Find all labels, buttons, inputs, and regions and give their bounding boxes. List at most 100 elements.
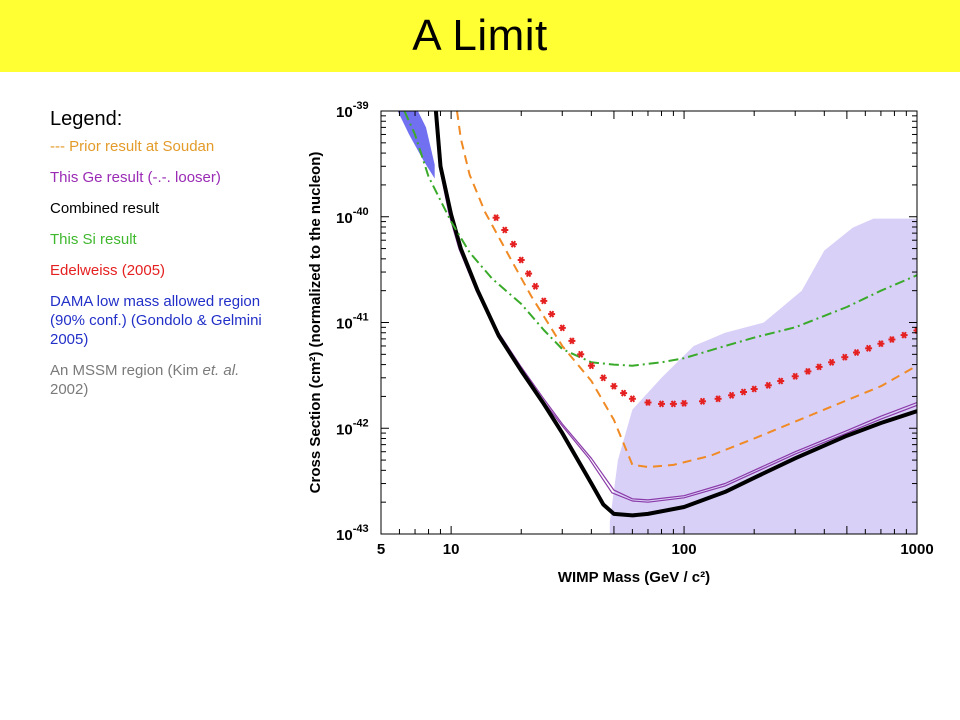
edelweiss-point-16 <box>644 398 652 407</box>
limit-chart: 5 10 100 1000 10-39 10-40 10-41 10-42 10-43 WIMP … <box>307 100 934 586</box>
edelweiss-point-19 <box>680 399 688 407</box>
legend-entry-combined: Combined result <box>50 200 160 217</box>
legend-entry-mssm-part1: An MSSM region (Kim <box>50 362 203 379</box>
edelweiss-point-10 <box>577 350 585 358</box>
series-this-si-result <box>403 111 917 367</box>
edelweiss-star-stroke <box>578 350 584 358</box>
edelweiss-point-24 <box>750 385 758 393</box>
legend-entry-mssm-part3: 2002) <box>50 381 89 398</box>
legend-entry-si: This Si result <box>50 231 137 248</box>
edelweiss-point-34 <box>877 340 885 348</box>
edelweiss-point-4 <box>525 270 533 278</box>
x-tick-label: 10 <box>443 541 460 558</box>
plot-area <box>397 111 917 534</box>
x-tick-label: 100 <box>672 541 697 558</box>
x-axis-label: WIMP Mass (GeV / c²) <box>558 569 710 586</box>
edelweiss-point-3 <box>517 256 525 264</box>
edelweiss-star-stroke <box>525 270 532 278</box>
x-tick-label: 5 <box>377 541 385 558</box>
edelweiss-star-stroke <box>816 363 822 371</box>
edelweiss-point-5 <box>531 282 539 290</box>
legend-entry-ge: This Ge result (-.-. looser) <box>50 169 221 186</box>
edelweiss-point-1 <box>501 226 509 234</box>
legend-panel: Legend: --- Prior result at Soudan This … <box>50 108 280 411</box>
edelweiss-star-stroke <box>645 398 651 407</box>
edelweiss-point-28 <box>804 367 812 375</box>
title-bar: A Limit <box>0 0 960 72</box>
y-tick-label: 10-43 <box>336 523 369 544</box>
legend-entry-edelweiss: Edelweiss (2005) <box>50 262 166 279</box>
edelweiss-point-31 <box>841 353 849 361</box>
edelweiss-point-8 <box>558 324 566 332</box>
edelweiss-point-11 <box>587 362 595 370</box>
y-tick-label: 10-40 <box>336 206 369 227</box>
edelweiss-star-stroke <box>658 400 665 408</box>
y-tick-label: 10-39 <box>336 100 369 121</box>
edelweiss-point-36 <box>900 331 908 339</box>
y-axis-label: Cross Section (cm²) (normalized to the n… <box>307 152 324 494</box>
edelweiss-point-22 <box>728 391 736 399</box>
edelweiss-star-stroke <box>569 337 575 345</box>
edelweiss-star-stroke <box>715 395 721 403</box>
edelweiss-star-stroke <box>728 391 735 399</box>
edelweiss-star-stroke <box>502 226 508 234</box>
edelweiss-star-stroke <box>532 282 539 290</box>
legend-entry-mssm-part2: et. al. <box>202 362 240 379</box>
edelweiss-point-23 <box>740 388 747 396</box>
edelweiss-point-29 <box>815 363 823 371</box>
edelweiss-point-7 <box>548 310 556 318</box>
edelweiss-point-21 <box>714 395 722 403</box>
edelweiss-star-stroke <box>778 377 784 385</box>
region-dama <box>397 111 435 179</box>
edelweiss-star-stroke <box>889 335 895 344</box>
edelweiss-point-9 <box>568 337 576 345</box>
edelweiss-star-stroke <box>914 326 917 335</box>
series-prior-result-at-soudan <box>456 111 917 468</box>
edelweiss-star-stroke <box>765 381 771 389</box>
edelweiss-point-13 <box>610 382 618 390</box>
edelweiss-point-0 <box>492 214 500 222</box>
edelweiss-star-stroke <box>681 399 687 407</box>
edelweiss-point-26 <box>777 377 785 385</box>
edelweiss-point-20 <box>699 397 706 405</box>
edelweiss-point-6 <box>540 297 548 305</box>
legend-entry-dama: DAMA low mass allowed region (90% conf.)… <box>50 293 262 348</box>
edelweiss-point-32 <box>853 348 860 357</box>
edelweiss-point-14 <box>620 389 628 397</box>
edelweiss-point-27 <box>791 372 799 380</box>
edelweiss-point-12 <box>599 374 607 382</box>
edelweiss-star-stroke <box>751 385 757 393</box>
edelweiss-star-stroke <box>740 388 747 396</box>
edelweiss-star-stroke <box>853 348 860 357</box>
edelweiss-star-stroke <box>792 372 798 380</box>
edelweiss-star-stroke <box>493 214 499 222</box>
edelweiss-point-18 <box>669 400 677 408</box>
edelweiss-star-stroke <box>901 331 907 339</box>
edelweiss-point-33 <box>865 344 873 352</box>
edelweiss-star-stroke <box>510 240 517 248</box>
edelweiss-point-30 <box>828 358 836 366</box>
legend-entry-soudan: --- Prior result at Soudan <box>50 138 215 155</box>
edelweiss-star-stroke <box>842 353 848 361</box>
edelweiss-point-35 <box>888 335 896 344</box>
edelweiss-star-stroke <box>559 324 565 332</box>
edelweiss-star-stroke <box>699 397 706 405</box>
slide-title: A Limit <box>412 11 548 60</box>
x-tick-label: 1000 <box>900 541 933 558</box>
series-combined-result <box>433 111 917 518</box>
y-tick-label: 10-41 <box>336 312 369 333</box>
edelweiss-star-stroke <box>828 358 835 366</box>
edelweiss-point-2 <box>509 240 517 248</box>
edelweiss-point-25 <box>764 381 772 389</box>
edelweiss-star-stroke <box>548 310 555 318</box>
y-tick-label: 10-42 <box>336 417 369 438</box>
legend-heading: Legend: <box>50 108 123 130</box>
edelweiss-star-stroke <box>611 382 617 390</box>
edelweiss-star-stroke <box>865 344 872 352</box>
edelweiss-star-stroke <box>541 297 547 305</box>
edelweiss-star-stroke <box>805 367 811 375</box>
edelweiss-point-17 <box>658 400 665 408</box>
edelweiss-star-stroke <box>629 395 636 403</box>
legend-entry-mssm: An MSSM region (Kim et. al. 2002) <box>50 361 280 399</box>
region-mssm <box>609 218 917 534</box>
